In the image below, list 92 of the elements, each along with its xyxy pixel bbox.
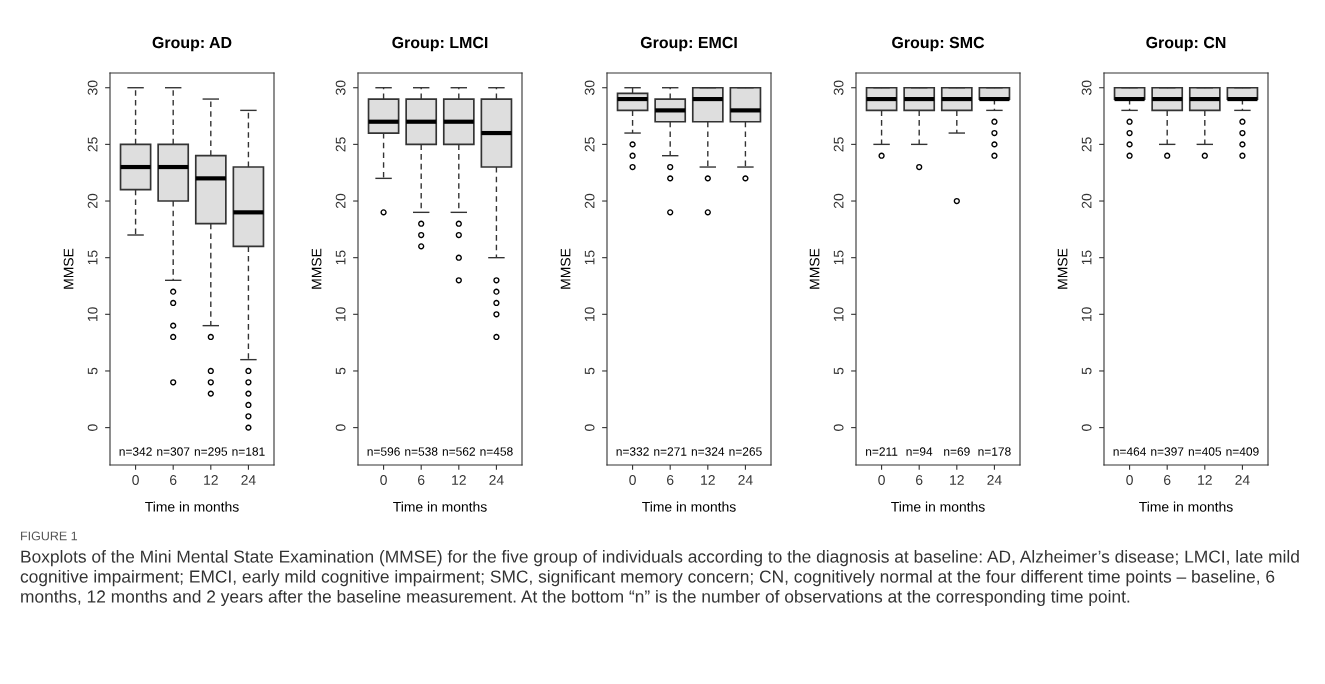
caption: FIGURE 1: [21, 531, 78, 541]
annotation: n=562: [442, 447, 475, 456]
y-tick-label: 5: [1081, 367, 1092, 375]
annotation: n=94: [906, 447, 933, 456]
annotation: n=405: [1188, 447, 1222, 456]
annotation: n=324: [691, 447, 725, 456]
annotation: n=271: [654, 447, 687, 456]
annotation: n=265: [729, 447, 762, 456]
y-axis-title: MMSE: [311, 248, 322, 289]
x-tick-label: 24: [241, 475, 256, 485]
y-tick-label: 10: [335, 307, 346, 321]
x-tick-label: 6: [1164, 475, 1171, 485]
y-tick-label: 15: [584, 250, 595, 265]
y-tick-label: 25: [833, 137, 844, 152]
x-tick-label: 0: [878, 475, 885, 485]
y-tick-label: 15: [87, 250, 98, 265]
chart-title: Group: LMCI: [392, 36, 488, 52]
y-tick-label: 5: [87, 367, 98, 375]
x-tick-label: 6: [916, 475, 923, 485]
y-axis-title: MMSE: [809, 248, 820, 289]
x-tick-label: 0: [380, 475, 387, 485]
y-tick-label: 25: [584, 137, 595, 152]
annotation: n=342: [119, 447, 152, 456]
y-tick-label: 10: [87, 307, 98, 321]
y-tick-label: 30: [87, 80, 98, 95]
y-tick-label: 10: [584, 307, 595, 321]
x-tick-label: 0: [1126, 475, 1133, 485]
annotation: n=596: [367, 447, 400, 456]
y-axis-title: MMSE: [1057, 248, 1068, 289]
x-tick-label: 24: [1235, 475, 1250, 485]
annotation: n=211: [866, 447, 898, 456]
y-tick-label: 30: [335, 80, 346, 95]
x-axis-title: Time in months: [1139, 501, 1233, 512]
chart-title: Group: EMCI: [640, 36, 737, 52]
chart-title: Group: CN: [1146, 36, 1226, 52]
annotation: n=307: [157, 447, 190, 456]
y-tick-label: 20: [1081, 193, 1092, 209]
annotation: n=464: [1113, 447, 1146, 456]
y-tick-label: 15: [1081, 250, 1092, 265]
annotation: n=538: [405, 447, 438, 456]
x-tick-label: 24: [987, 475, 1002, 485]
x-tick-label: 0: [132, 475, 139, 485]
y-tick-label: 10: [1081, 307, 1092, 321]
y-tick-label: 0: [1081, 424, 1092, 431]
annotation: n=397: [1151, 447, 1184, 456]
annotation: n=295: [194, 447, 228, 456]
y-tick-label: 30: [584, 80, 595, 95]
x-tick-label: 6: [667, 475, 674, 485]
y-tick-label: 0: [335, 424, 346, 431]
y-tick-label: 30: [1081, 80, 1092, 95]
y-axis-title: MMSE: [63, 248, 74, 289]
x-tick-label: 24: [489, 475, 504, 485]
annotation: n=181: [232, 447, 265, 456]
y-tick-label: 0: [87, 424, 98, 431]
x-tick-label: 12: [204, 475, 218, 485]
x-tick-label: 12: [950, 475, 964, 485]
x-axis-title: Time in months: [642, 501, 736, 512]
x-tick-label: 24: [738, 475, 753, 485]
y-tick-label: 5: [335, 367, 346, 375]
y-tick-label: 20: [87, 193, 98, 209]
x-tick-label: 0: [629, 475, 636, 485]
y-tick-label: 5: [584, 367, 595, 375]
annotation: n=458: [480, 447, 513, 456]
y-tick-label: 10: [833, 307, 844, 321]
y-tick-label: 25: [335, 137, 346, 152]
x-tick-label: 6: [418, 475, 425, 485]
y-tick-label: 20: [833, 193, 844, 209]
annotation: n=409: [1226, 447, 1259, 456]
x-tick-label: 12: [452, 475, 466, 485]
y-tick-label: 20: [584, 193, 595, 209]
y-tick-label: 25: [1081, 137, 1092, 152]
y-tick-label: 15: [335, 250, 346, 265]
chart-title: Group: SMC: [892, 36, 985, 52]
annotation: n=178: [978, 447, 1011, 456]
x-tick-label: 12: [701, 475, 715, 485]
y-tick-label: 20: [335, 193, 346, 209]
x-tick-label: 6: [170, 475, 177, 485]
y-tick-label: 5: [833, 367, 844, 375]
y-axis-title: MMSE: [560, 248, 571, 289]
x-tick-label: 12: [1198, 475, 1212, 485]
y-tick-label: 0: [584, 424, 595, 431]
text: Boxplots of the Mini Mental State Examination (MMSE) for the five group of individuals according to the diagnosis at baseline: AD, Alzheimer’s disease; LMCI, late mild cognitive impairment; EMCI, early mild cognitive impairment; SMC, significant memory concern; CN, cognitively normal at the four different time points – baseline, 6 months, 12 months and 2 years after the baseline measurement. At the bottom “n” is the number of observations at the corresponding time point.: [20, 550, 1299, 607]
y-tick-label: 0: [833, 424, 844, 431]
y-tick-label: 25: [87, 137, 98, 152]
annotation: n=332: [616, 447, 649, 456]
chart-title: Group: AD: [152, 36, 232, 52]
y-tick-label: 30: [833, 80, 844, 95]
x-axis-title: Time in months: [393, 501, 487, 512]
x-axis-title: Time in months: [891, 501, 985, 512]
annotation: n=69: [944, 447, 970, 456]
x-axis-title: Time in months: [145, 501, 239, 512]
y-tick-label: 15: [833, 250, 844, 265]
